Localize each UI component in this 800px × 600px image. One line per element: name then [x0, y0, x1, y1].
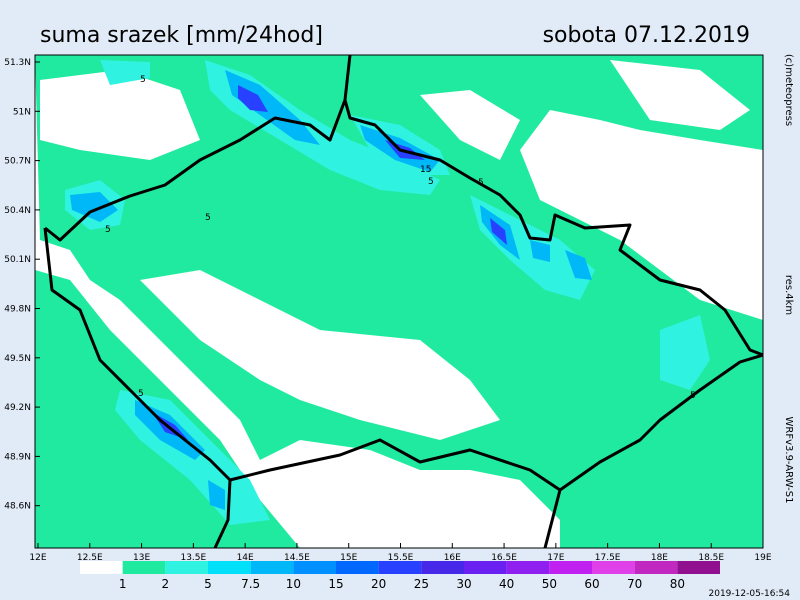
legend-swatch: [677, 561, 720, 574]
contour-label: 5: [140, 75, 146, 85]
lon-label: 18E: [651, 553, 668, 563]
legend-swatch: [336, 561, 379, 574]
lon-label: 13E: [133, 553, 150, 563]
legend-swatch: [549, 561, 592, 574]
lon-label: 14.5E: [284, 553, 310, 563]
title: suma srazek [mm/24hod]: [40, 23, 323, 48]
legend-label: 20: [371, 577, 386, 591]
lon-label: 13.5E: [180, 553, 206, 563]
side-label: (c)meteopress: [783, 54, 794, 126]
legend-label: 70: [627, 577, 642, 591]
legend-swatch: [293, 561, 336, 574]
legend-swatch: [250, 561, 294, 574]
legend-swatch: [80, 561, 123, 574]
legend-swatch: [634, 561, 678, 574]
legend: 1 2 5 7.5 10 15 20 25 30 40 50 60 70 80: [80, 561, 720, 591]
legend-swatch: [464, 561, 507, 574]
lat-label: 50.4N: [4, 206, 31, 216]
legend-swatch: [378, 561, 422, 574]
legend-label: 40: [499, 577, 514, 591]
contour-labels: 5 5 5 15 5 5 5 5: [105, 75, 696, 401]
contour-label: 5: [428, 177, 434, 187]
lon-label: 16.5E: [491, 553, 517, 563]
lon-label: 15E: [340, 553, 357, 563]
lon-label: 17E: [547, 553, 564, 563]
country-border: [43, 55, 763, 548]
dry-areas: [40, 60, 750, 440]
lon-label: 15.5E: [388, 553, 414, 563]
legend-label: 80: [670, 577, 685, 591]
map: 5 5 5 15 5 5 5 5: [35, 55, 763, 548]
legend-label: 2: [162, 577, 170, 591]
legend-swatch: [122, 561, 166, 574]
legend-label: 5: [204, 577, 212, 591]
legend-swatch: [421, 561, 464, 574]
lat-label: 48.9N: [4, 452, 31, 462]
legend-label: 7.5: [241, 577, 260, 591]
contour-label: 5: [690, 391, 696, 401]
legend-swatch: [592, 561, 635, 574]
lat-label: 49.2N: [4, 403, 31, 413]
lon-label: 18.5E: [698, 553, 724, 563]
lon-label: 14E: [237, 553, 254, 563]
lat-label: 50.1N: [4, 255, 31, 265]
lat-axis: 51.3N 51N 50.7N 50.4N 50.1N 49.8N 49.5N 49.2N 48…: [4, 58, 40, 512]
lon-label: 16E: [444, 553, 461, 563]
legend-swatch: [208, 561, 251, 574]
lon-label: 17.5E: [595, 553, 621, 563]
side-labels: (c)meteopress res.4km WRFv3.9-ARW-S1: [783, 54, 794, 504]
lat-label: 50.7N: [4, 157, 31, 167]
lat-label: 49.8N: [4, 305, 31, 315]
lon-label: 12.5E: [77, 553, 103, 563]
side-label: WRFv3.9-ARW-S1: [783, 417, 794, 504]
legend-label: 30: [456, 577, 471, 591]
date: sobota 07.12.2019: [543, 23, 750, 48]
contour-label: 5: [205, 213, 211, 223]
side-label: res.4km: [783, 275, 794, 315]
legend-label: 60: [584, 577, 599, 591]
legend-label: 1: [119, 577, 127, 591]
legend-swatch: [506, 561, 550, 574]
legend-label: 10: [286, 577, 301, 591]
lon-axis: 12E 12.5E 13E 13.5E 14E 14.5E 15E 15.5E 16E 16.5E…: [29, 543, 772, 563]
lat-label: 51N: [13, 107, 31, 117]
timestamp: 2019-12-05-16:54: [709, 589, 791, 599]
contour-label: 5: [105, 225, 111, 235]
lon-label: 12E: [29, 553, 46, 563]
lat-label: 49.5N: [4, 354, 31, 364]
contour-label: 5: [478, 178, 484, 188]
contour-label: 5: [138, 389, 144, 399]
map-frame: [34, 54, 764, 549]
legend-label: 50: [542, 577, 557, 591]
lat-label: 51.3N: [4, 58, 31, 68]
legend-swatch: [165, 561, 208, 574]
lat-label: 48.6N: [4, 502, 31, 512]
lon-label: 19E: [754, 553, 771, 563]
legend-label: 25: [414, 577, 429, 591]
contour-label: 15: [420, 165, 431, 175]
legend-label: 15: [328, 577, 343, 591]
precip-10: [70, 70, 592, 510]
